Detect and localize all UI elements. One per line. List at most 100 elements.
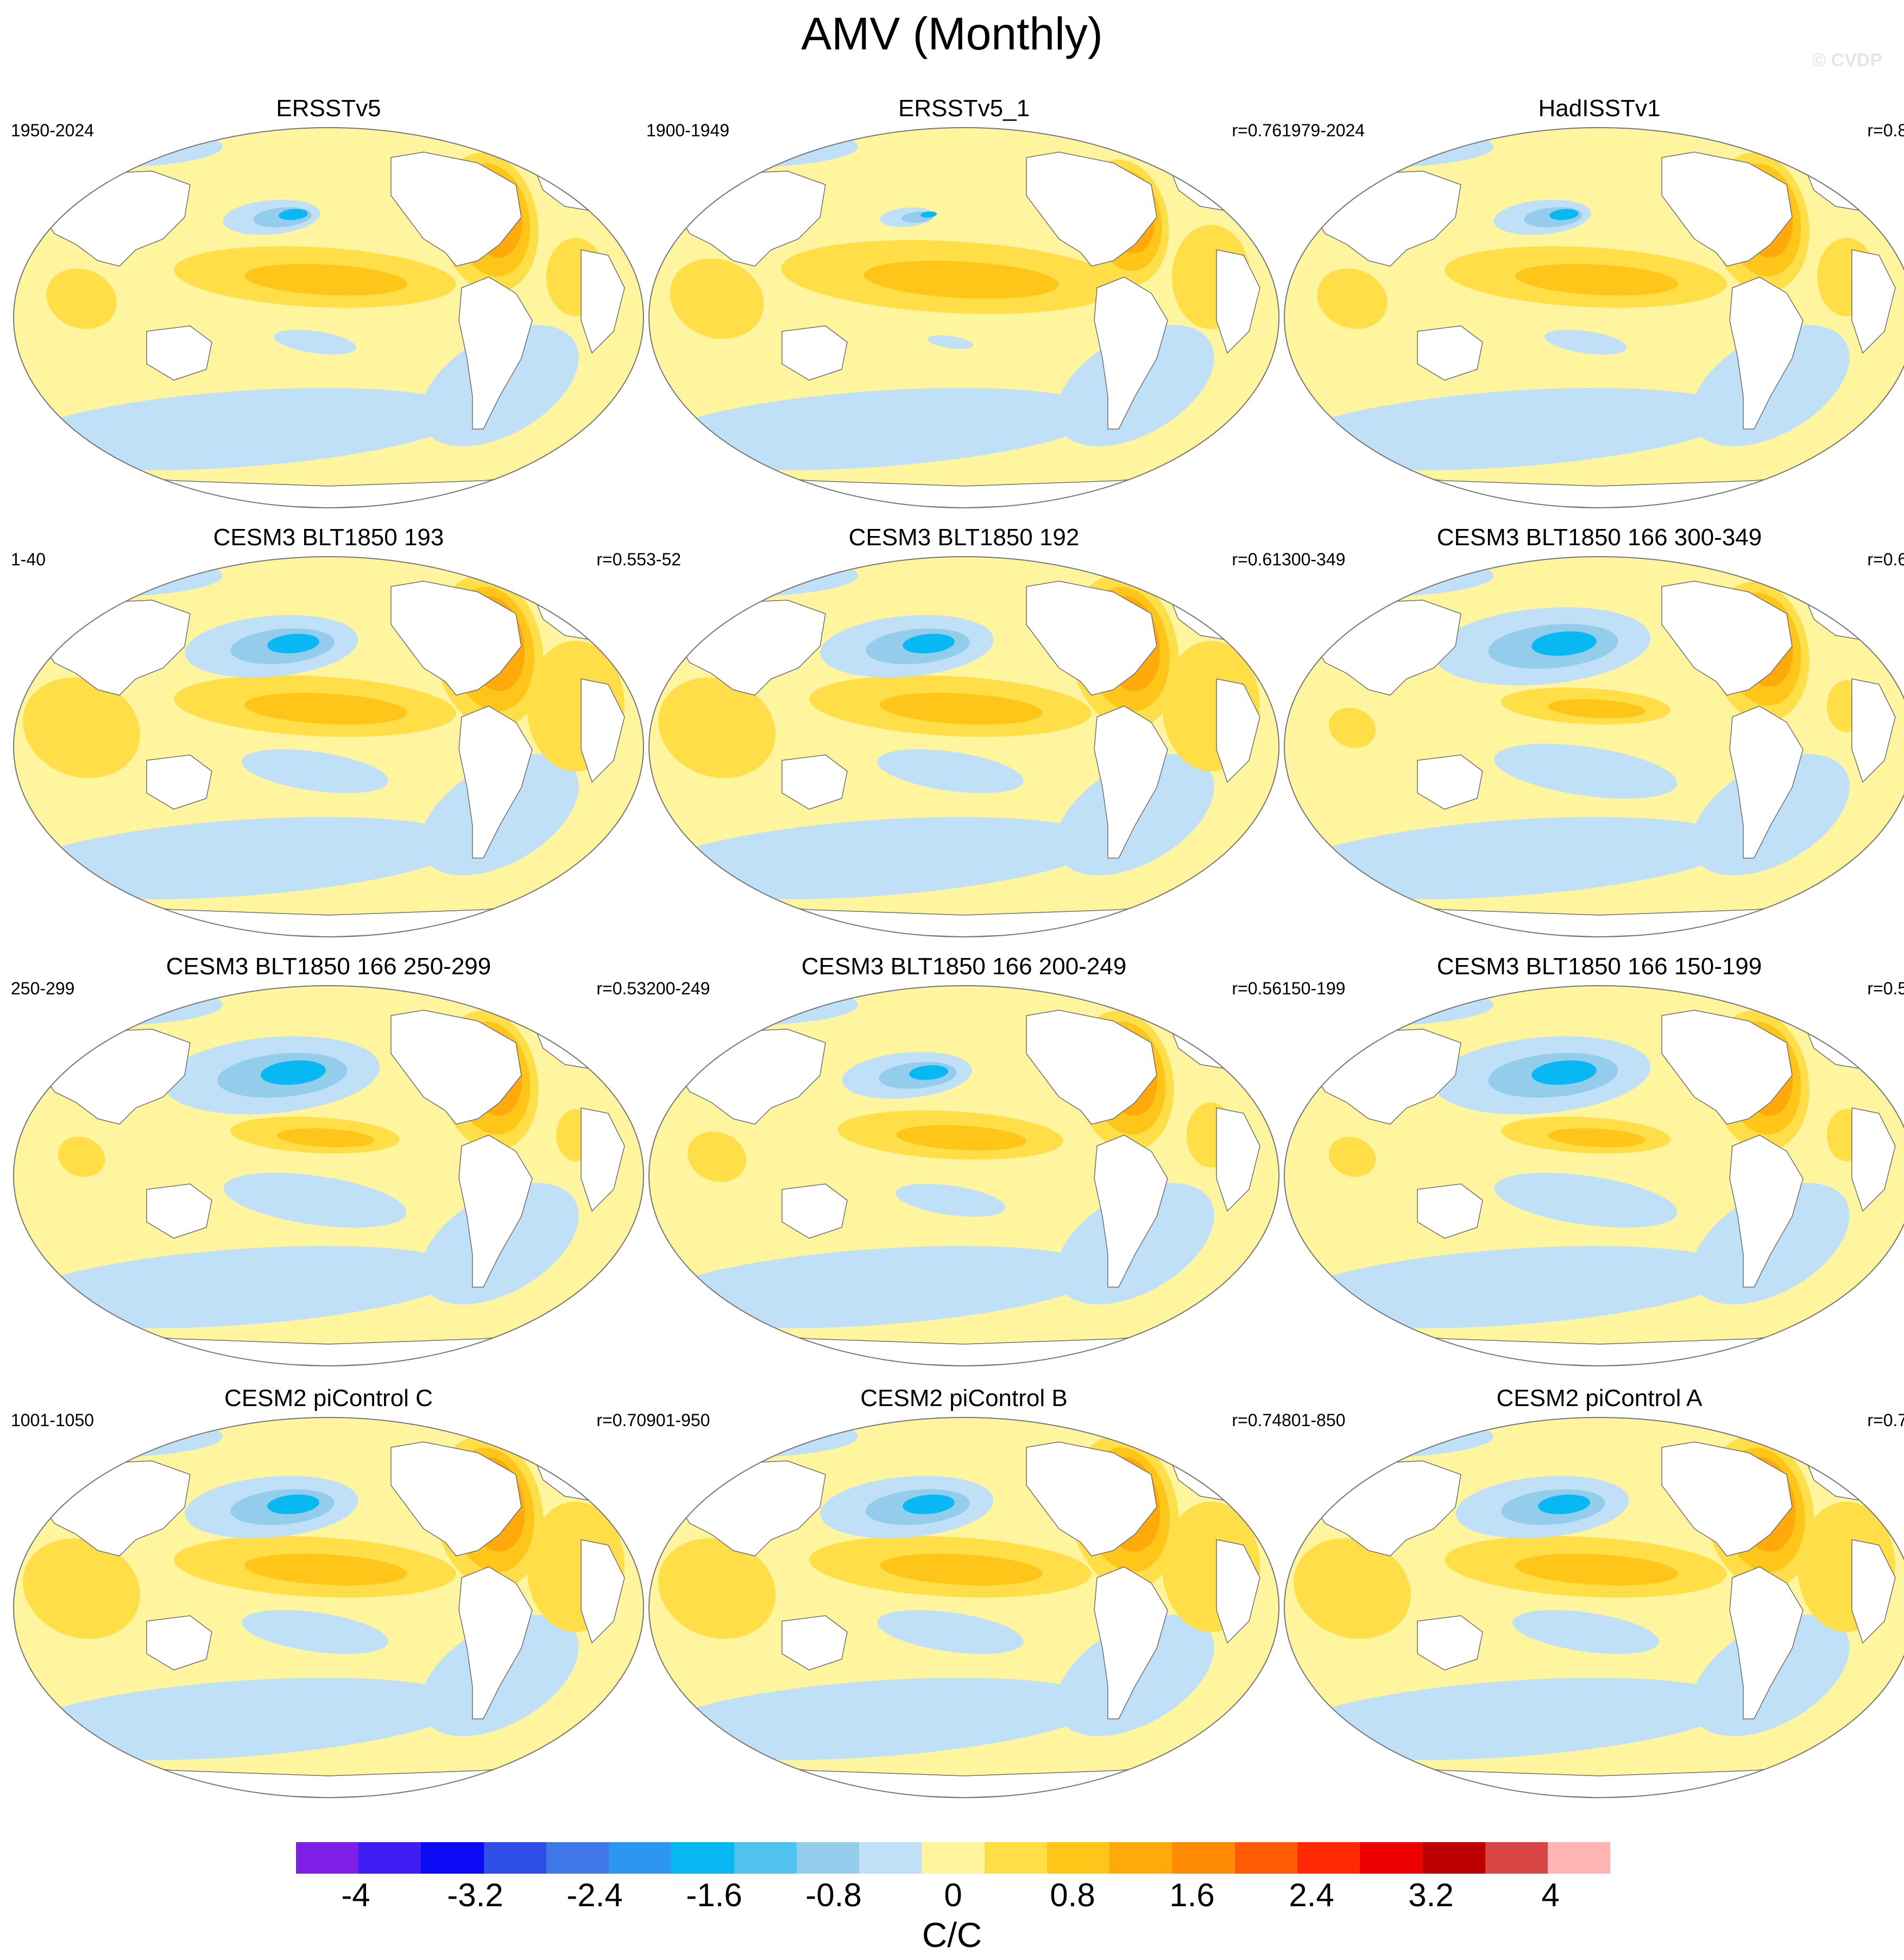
land-mass bbox=[581, 1539, 625, 1644]
sst-indian-warm bbox=[23, 677, 140, 778]
land-mass bbox=[1094, 276, 1168, 430]
robinson-map bbox=[13, 556, 644, 937]
sst-south-pacific-cool bbox=[877, 1610, 1024, 1654]
robinson-map bbox=[648, 556, 1279, 937]
sst-indian-warm bbox=[23, 1538, 140, 1639]
panel-period: 200-249 bbox=[646, 979, 710, 998]
sst-tropical-warm bbox=[880, 1553, 1043, 1586]
panel-correlation: r=0.53 bbox=[596, 979, 646, 998]
sst-north-pacific-cool bbox=[261, 1060, 326, 1085]
robinson-map bbox=[648, 1417, 1279, 1798]
sst-tropical-warm bbox=[880, 692, 1043, 725]
colorbar-swatch bbox=[796, 1842, 860, 1874]
land-mass bbox=[1216, 1107, 1260, 1212]
land-mass bbox=[1094, 705, 1168, 859]
map-panel: CESM3 BLT1850 166 200-249 200-249 r=0.56 bbox=[646, 950, 1282, 1369]
land-mass bbox=[581, 1107, 625, 1212]
land-mass bbox=[781, 325, 848, 381]
sst-tropical-warm bbox=[1515, 1553, 1678, 1586]
sst-north-pacific-cool bbox=[1549, 209, 1579, 220]
land-mass bbox=[1417, 754, 1483, 810]
land-mass bbox=[781, 1615, 848, 1671]
colorbar-tick-label: 4 bbox=[1541, 1877, 1560, 1913]
robinson-map bbox=[1284, 1417, 1904, 1798]
sst-north-pacific-cool bbox=[1531, 631, 1597, 656]
sst-north-pacific-cool bbox=[903, 633, 955, 654]
panel-correlation: r=0.61 bbox=[1232, 550, 1282, 569]
map-outline bbox=[1284, 985, 1904, 1366]
colorbar-tick-label: -2.4 bbox=[566, 1877, 623, 1913]
panel-period: 1979-2024 bbox=[1282, 121, 1365, 140]
colorbar-tick-label: 1.6 bbox=[1169, 1877, 1215, 1913]
land-mass bbox=[1216, 1539, 1260, 1644]
panel-period: 1-40 bbox=[11, 550, 46, 569]
panel-period: 1900-1949 bbox=[646, 121, 730, 140]
sst-north-pacific-cool bbox=[909, 1065, 948, 1080]
robinson-map bbox=[1284, 985, 1904, 1366]
land-mass bbox=[781, 754, 848, 810]
sst-cool-band bbox=[649, 388, 1102, 470]
map-outline bbox=[648, 1417, 1279, 1798]
robinson-map bbox=[13, 985, 644, 1366]
map-outline bbox=[648, 556, 1279, 937]
sst-south-pacific-cool bbox=[242, 1610, 388, 1654]
sst-cool-band bbox=[649, 1246, 1102, 1328]
land-mass bbox=[581, 249, 625, 354]
sst-indian-warm bbox=[688, 1131, 746, 1182]
colorbar-swatch bbox=[1172, 1842, 1235, 1874]
colorbar-swatch bbox=[671, 1842, 735, 1874]
land-mass bbox=[458, 1135, 533, 1288]
sst-south-pacific-cool bbox=[274, 330, 356, 355]
land-mass bbox=[1661, 152, 1793, 267]
sst-south-pacific-cool bbox=[1494, 743, 1678, 799]
sst-tropical-warm bbox=[277, 1128, 375, 1148]
panel-title: CESM3 BLT1850 192 bbox=[848, 524, 1080, 551]
colorbar-swatch bbox=[859, 1842, 922, 1874]
colorbar-swatch bbox=[1485, 1842, 1548, 1874]
colorbar-tick-label: 2.4 bbox=[1289, 1877, 1334, 1913]
sst-cool-band bbox=[649, 817, 1102, 899]
land-mass bbox=[1094, 1566, 1168, 1719]
land-mass bbox=[390, 152, 522, 267]
sst-cool-band bbox=[14, 388, 467, 470]
land-mass bbox=[1851, 678, 1896, 783]
panel-title: CESM3 BLT1850 166 250-299 bbox=[166, 953, 491, 980]
land-mass bbox=[1851, 1539, 1896, 1644]
land-mass bbox=[390, 1441, 522, 1556]
sst-south-pacific-cool bbox=[223, 1173, 407, 1228]
colorbar-swatch bbox=[1234, 1842, 1298, 1874]
panel-title: ERSSTv5_1 bbox=[898, 95, 1030, 122]
sst-tropical-warm bbox=[244, 263, 407, 296]
sst-tropical-warm bbox=[1548, 1128, 1645, 1148]
panel-title: CESM3 BLT1850 166 300-349 bbox=[1436, 524, 1762, 551]
panel-period: 1950-2024 bbox=[11, 121, 94, 140]
sst-north-pacific-cool bbox=[1531, 1060, 1597, 1085]
robinson-map bbox=[1284, 127, 1904, 508]
colorbar-tick-label: -1.6 bbox=[686, 1877, 742, 1913]
land-mass bbox=[1661, 1010, 1793, 1125]
map-panel: ERSSTv5_1 1900-1949 r=0.76 bbox=[646, 92, 1282, 511]
robinson-map bbox=[648, 127, 1279, 508]
land-mass bbox=[1851, 249, 1896, 354]
land-mass bbox=[1216, 249, 1260, 354]
sst-south-pacific-cool bbox=[1544, 330, 1627, 355]
colorbar-swatch bbox=[421, 1842, 484, 1874]
panel-period: 801-850 bbox=[1282, 1410, 1346, 1430]
map-outline bbox=[13, 1417, 644, 1798]
land-mass bbox=[1729, 276, 1804, 430]
land-mass bbox=[146, 754, 212, 810]
land-mass bbox=[1729, 705, 1804, 859]
sst-cool-band bbox=[14, 1678, 467, 1760]
sst-south-pacific-cool bbox=[1512, 1610, 1659, 1654]
panel-title: CESM2 piControl A bbox=[1496, 1385, 1703, 1411]
land-mass bbox=[458, 705, 533, 859]
map-panel: CESM3 BLT1850 166 300-349 300-349 r=0.67 bbox=[1282, 521, 1904, 940]
panel-correlation: r=0.76 bbox=[1232, 121, 1282, 140]
colorbar-tick-label: 0 bbox=[944, 1877, 962, 1913]
map-outline bbox=[1284, 1417, 1904, 1798]
colorbar-tick-label: -3.2 bbox=[447, 1877, 503, 1913]
sst-cool-band bbox=[1284, 1678, 1738, 1760]
panel-correlation: r=0.67 bbox=[1867, 550, 1904, 569]
colorbar-swatch bbox=[1547, 1842, 1611, 1874]
land-mass bbox=[1026, 581, 1157, 696]
